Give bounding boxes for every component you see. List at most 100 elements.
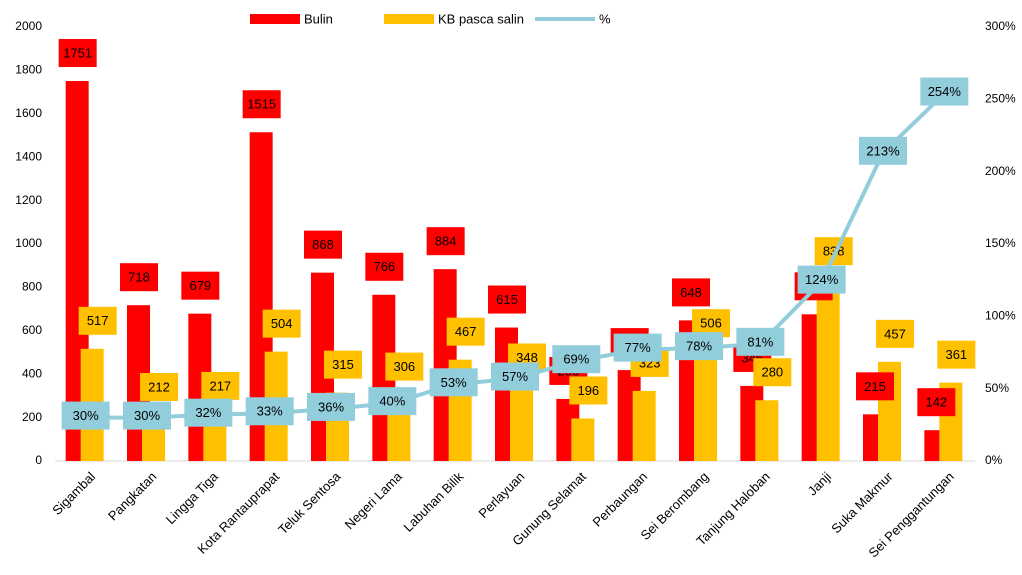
bar-label-box (876, 319, 914, 348)
line-label-box (736, 327, 785, 356)
x-tick-label: Janji (805, 469, 835, 499)
line-label: 78% (686, 339, 712, 354)
bar-label: 517 (87, 313, 109, 328)
line-label-box (307, 392, 355, 421)
line-label: 53% (441, 375, 467, 390)
bar-label: 766 (373, 259, 395, 274)
legend-label: KB pasca salin (438, 11, 524, 26)
bar (755, 400, 779, 461)
bar-label: 361 (945, 347, 967, 362)
legend-swatch (250, 14, 300, 24)
bar-label-box (856, 372, 894, 401)
bar-label-box (917, 388, 956, 417)
bar-label-box (365, 252, 404, 281)
x-tick-label: Pangkatan (105, 469, 160, 524)
bar-label-box (58, 39, 97, 68)
line-label: 254% (928, 84, 962, 99)
line-label: 81% (747, 334, 773, 349)
line-label-box (552, 345, 601, 374)
line-label: 213% (866, 143, 900, 158)
y-tick-label: 1400 (15, 149, 42, 163)
line-label: 36% (318, 399, 344, 414)
bar-label: 506 (700, 316, 722, 331)
line-label: 77% (625, 340, 651, 355)
bar-label: 196 (577, 383, 599, 398)
line-label-box (920, 77, 969, 106)
y2-tick-label: 200% (985, 164, 1016, 178)
x-tick-label: Sigambal (49, 469, 98, 518)
x-tick-label: Negeri Lama (342, 468, 406, 532)
bar-label-box (446, 317, 485, 346)
x-tick-label: Perbaungan (590, 469, 651, 530)
legend-swatch (384, 14, 434, 24)
bar-label: 348 (516, 350, 538, 365)
bar (632, 390, 656, 461)
bar-label-box (262, 309, 301, 338)
line-label: 33% (257, 404, 283, 419)
bar-label-box (569, 376, 608, 405)
bar-label-box (426, 227, 465, 256)
bar-label-box (304, 230, 342, 259)
line-label-box (429, 368, 478, 397)
y-tick-label: 200 (22, 410, 42, 424)
bar-label-box (672, 278, 710, 307)
line-label-box (368, 387, 417, 416)
bar-label-box (242, 90, 281, 119)
y2-tick-label: 50% (985, 381, 1009, 395)
x-tick-label: Teluk Sentosa (275, 468, 344, 537)
line-label: 40% (379, 394, 405, 409)
bar-label-box (324, 350, 362, 379)
bar-label: 868 (312, 237, 334, 252)
y-tick-label: 400 (22, 366, 42, 380)
line-label-box (859, 136, 907, 165)
y-tick-label: 1000 (15, 236, 42, 250)
bar-label-box (201, 371, 240, 400)
bar-label: 1515 (247, 97, 276, 112)
y2-tick-label: 250% (985, 92, 1016, 106)
bar (694, 351, 717, 461)
line-label: 32% (195, 405, 221, 420)
bar-label: 306 (393, 359, 415, 374)
y2-tick-label: 100% (985, 309, 1016, 323)
y2-tick-label: 0% (985, 453, 1003, 467)
bar-label: 884 (435, 234, 457, 249)
bar-label: 679 (189, 278, 211, 293)
line-label: 69% (563, 352, 589, 367)
y-tick-label: 600 (22, 323, 42, 337)
bar (816, 279, 840, 461)
bar-label: 217 (209, 378, 231, 393)
line-label-box (61, 401, 110, 430)
bar-label: 467 (455, 324, 477, 339)
bar-label: 215 (864, 379, 886, 394)
line-label-box (675, 332, 723, 361)
x-tick-label: Labuhan Bilik (400, 469, 466, 535)
y2-tick-label: 150% (985, 236, 1016, 250)
x-tick-label: Lingga Tiga (163, 468, 222, 527)
bar-label: 212 (148, 379, 170, 394)
line-label: 30% (73, 408, 99, 423)
bar-label-box (140, 372, 178, 401)
bar-label-box (181, 271, 220, 300)
bar-label: 615 (496, 292, 518, 307)
line-label-box (797, 265, 846, 294)
bar (510, 385, 533, 461)
bar-label-box (488, 285, 526, 314)
y-tick-label: 1600 (15, 106, 42, 120)
bar (571, 418, 595, 461)
line-label-box (613, 333, 662, 362)
line-label-box (245, 397, 294, 426)
legend-label: Bulin (304, 11, 333, 26)
line-label: 57% (502, 369, 528, 384)
line-label-box (184, 398, 233, 427)
y2-tick-label: 300% (985, 19, 1016, 33)
bar-label-box (120, 263, 158, 292)
bar-label: 142 (925, 395, 947, 410)
bar-label-box (753, 358, 792, 387)
line-label: 30% (134, 408, 160, 423)
bar-label: 457 (884, 326, 906, 341)
y-tick-label: 0 (35, 453, 42, 467)
bar-label: 648 (680, 285, 702, 300)
bar-label-box (937, 340, 976, 369)
x-tick-label: Perlayuan (476, 469, 528, 521)
